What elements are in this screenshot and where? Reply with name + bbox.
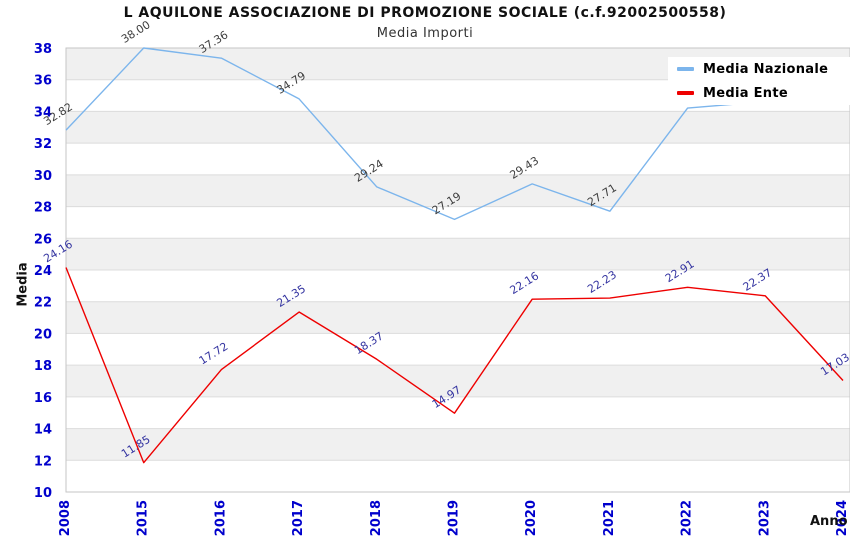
x-tick-label: 2017	[291, 500, 306, 536]
plot-band	[66, 174, 850, 207]
series-line-media-ente	[65, 267, 844, 464]
x-tick-label: 2021	[602, 500, 617, 536]
x-tick-label: 2022	[680, 500, 695, 536]
y-tick-label: 16	[34, 391, 52, 406]
point-label-media-nazionale: 38.00	[119, 18, 153, 46]
plot-band	[66, 238, 850, 270]
x-tick-label: 2016	[213, 500, 228, 536]
y-axis-title: Media	[15, 262, 31, 307]
x-tick-label: 2008	[58, 500, 73, 536]
x-tick-label: 2018	[369, 500, 384, 536]
x-tick-label: 2024	[835, 500, 850, 536]
y-tick-label: 30	[34, 169, 52, 184]
point-label-media-ente: 22.23	[585, 268, 619, 296]
y-tick-label: 38	[34, 42, 52, 57]
y-tick-label: 32	[34, 137, 52, 152]
y-tick-label: 34	[34, 105, 52, 120]
legend-label: Media Ente	[703, 85, 788, 101]
y-tick-label: 24	[34, 264, 52, 279]
legend-item-media-ente: Media Ente	[668, 83, 850, 103]
y-tick-label: 18	[34, 359, 52, 374]
legend-swatch-media-ente	[677, 91, 694, 95]
y-tick-label: 14	[34, 423, 52, 438]
x-axis-title: Anno	[810, 514, 848, 529]
x-tick-label: 2015	[136, 500, 151, 536]
legend-label: Media Nazionale	[703, 61, 829, 77]
series-line-media-nazionale	[65, 47, 844, 221]
plot-band	[66, 365, 850, 397]
y-tick-label: 20	[34, 327, 52, 342]
legend: Media Nazionale Media Ente	[668, 57, 850, 105]
point-label-media-ente: 22.16	[508, 269, 542, 297]
y-tick-label: 28	[34, 201, 52, 216]
legend-item-media-nazionale: Media Nazionale	[668, 59, 850, 79]
y-tick-label: 26	[34, 232, 52, 247]
y-tick-label: 10	[34, 486, 52, 501]
chart-title: L AQUILONE ASSOCIAZIONE DI PROMOZIONE SO…	[123, 5, 727, 21]
legend-swatch-media-nazionale	[677, 67, 694, 71]
x-tick-label: 2019	[447, 500, 462, 536]
plot-border	[65, 47, 850, 493]
y-tick-label: 12	[34, 454, 52, 469]
x-tick-label: 2020	[524, 500, 539, 536]
y-tick-label: 22	[34, 296, 52, 311]
chart-subtitle: Media Importi	[376, 26, 474, 41]
point-label-media-ente: 17.72	[197, 340, 231, 368]
x-tick-label: 2023	[757, 500, 772, 536]
y-tick-label: 36	[34, 74, 52, 89]
plot-band	[66, 301, 850, 334]
plot-band	[66, 428, 850, 461]
plot-band	[66, 111, 850, 144]
